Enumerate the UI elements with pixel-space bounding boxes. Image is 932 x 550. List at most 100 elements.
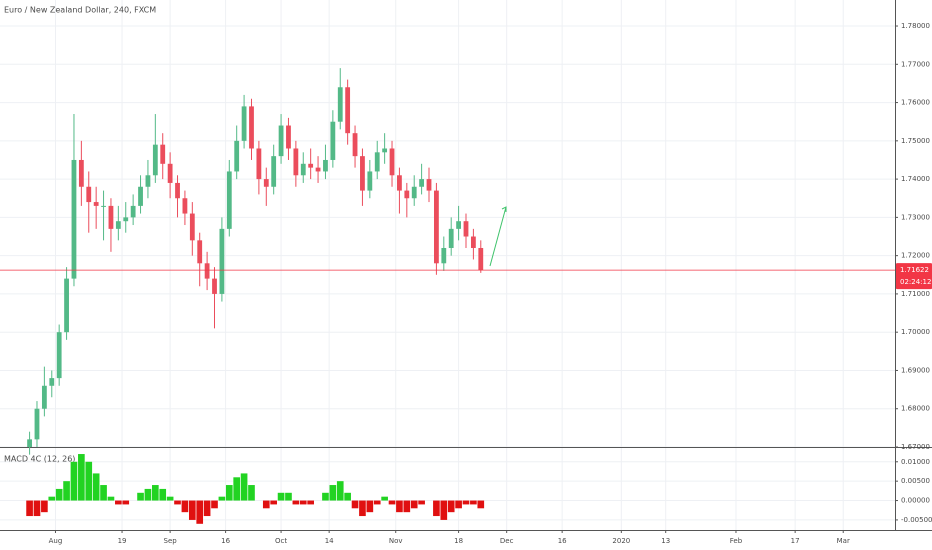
candle-body	[241, 106, 247, 141]
histogram-bar	[41, 500, 48, 513]
y-tick-label: 1.70000	[901, 328, 930, 336]
x-tick-label: Sep	[164, 537, 178, 545]
histogram-bar	[181, 500, 189, 513]
candle-body	[93, 202, 99, 206]
candle-body	[367, 171, 373, 191]
histogram-bar	[122, 500, 130, 505]
y-tick-label: 1.69000	[901, 366, 930, 374]
candle-body	[71, 159, 77, 279]
histogram-bar	[292, 500, 300, 505]
histogram-bar	[455, 500, 462, 509]
histogram-bar	[48, 496, 56, 501]
y-tick-label: 1.67000	[901, 443, 930, 451]
x-tick-label: Feb	[730, 537, 743, 545]
candle-body	[382, 148, 388, 153]
histogram-bar	[381, 496, 388, 501]
candle-body	[352, 133, 358, 157]
candle-body	[219, 228, 225, 294]
trend-arrow	[489, 206, 507, 267]
candle-body	[456, 221, 461, 229]
y-tick-label: 0.00500	[901, 477, 930, 485]
candle-body	[374, 152, 380, 172]
histogram-bar	[188, 500, 196, 520]
histogram-bar	[85, 461, 93, 501]
histogram-bar	[63, 481, 70, 501]
histogram-bar	[240, 473, 248, 501]
candle-body	[463, 221, 469, 237]
histogram-bar	[396, 500, 403, 513]
candle-body	[49, 378, 55, 386]
candle-body	[86, 186, 92, 203]
candle-body	[130, 205, 136, 218]
histogram-bar	[359, 500, 366, 517]
candle-body	[145, 175, 151, 187]
y-tick-label: 1.73000	[901, 213, 930, 221]
candle-body	[108, 205, 114, 229]
candle-body	[470, 236, 476, 248]
y-tick-label: 1.71000	[901, 290, 930, 298]
histogram-bar	[307, 500, 314, 505]
histogram-bar	[470, 500, 477, 505]
histogram-bar	[373, 500, 381, 505]
candle-body	[189, 213, 195, 241]
candle-body	[404, 190, 410, 199]
candle-body	[41, 385, 47, 409]
histogram-bar	[70, 461, 78, 501]
histogram-bar	[299, 500, 307, 505]
candle-body	[182, 198, 188, 214]
last-price-label: 1.71622	[900, 266, 929, 274]
candle-body	[167, 163, 173, 183]
x-tick-label: 18	[454, 537, 463, 545]
candle-body	[330, 121, 336, 160]
histogram-bar	[225, 485, 233, 501]
y-tick-label: 1.78000	[901, 22, 930, 30]
candle-body	[263, 179, 269, 187]
histogram-bar	[477, 500, 485, 509]
countdown-label: 02:24:12	[900, 278, 931, 286]
histogram-bar	[403, 500, 411, 513]
candle-body	[115, 221, 121, 229]
candle-body	[448, 228, 454, 248]
candle-body	[426, 179, 432, 191]
x-tick-label: Nov	[389, 537, 403, 545]
histogram-bar	[440, 500, 448, 520]
candle-body	[34, 408, 40, 440]
histogram-bar	[351, 500, 359, 509]
histogram-bar	[233, 477, 241, 501]
x-tick-label: 19	[118, 537, 127, 545]
candle-body	[345, 87, 351, 134]
histogram-bar	[137, 492, 144, 501]
candle-body	[478, 247, 484, 271]
candle-body	[411, 186, 417, 199]
candle-body	[78, 159, 84, 187]
candle-body	[101, 205, 106, 207]
x-tick-label: 17	[791, 537, 800, 545]
y-tick-label: 1.72000	[901, 252, 930, 260]
candle-body	[397, 175, 402, 191]
y-tick-label: 1.74000	[901, 175, 930, 183]
candle-body	[226, 171, 232, 229]
y-tick-label: 1.76000	[901, 99, 930, 107]
histogram-bar	[203, 500, 211, 517]
x-tick-label: 13	[661, 537, 670, 545]
candle-body	[271, 156, 277, 187]
trend-arrow-head	[501, 206, 507, 212]
histogram-bar	[144, 488, 152, 501]
x-tick-label: 16	[221, 537, 230, 545]
candle-body	[152, 144, 158, 176]
candle-body	[138, 186, 143, 206]
histogram-bar	[285, 492, 292, 501]
y-tick-label: 1.75000	[901, 137, 930, 145]
histogram-bar	[388, 500, 396, 505]
histogram-bar	[418, 500, 425, 505]
candle-body	[197, 240, 203, 264]
candle-body	[323, 159, 328, 172]
candle-body	[315, 167, 321, 172]
histogram-bar	[152, 485, 159, 501]
histogram-bar	[78, 454, 85, 501]
x-tick-label: Aug	[49, 537, 63, 545]
candle-body	[160, 144, 166, 164]
candle-body	[434, 190, 439, 264]
histogram-bar	[329, 485, 337, 501]
